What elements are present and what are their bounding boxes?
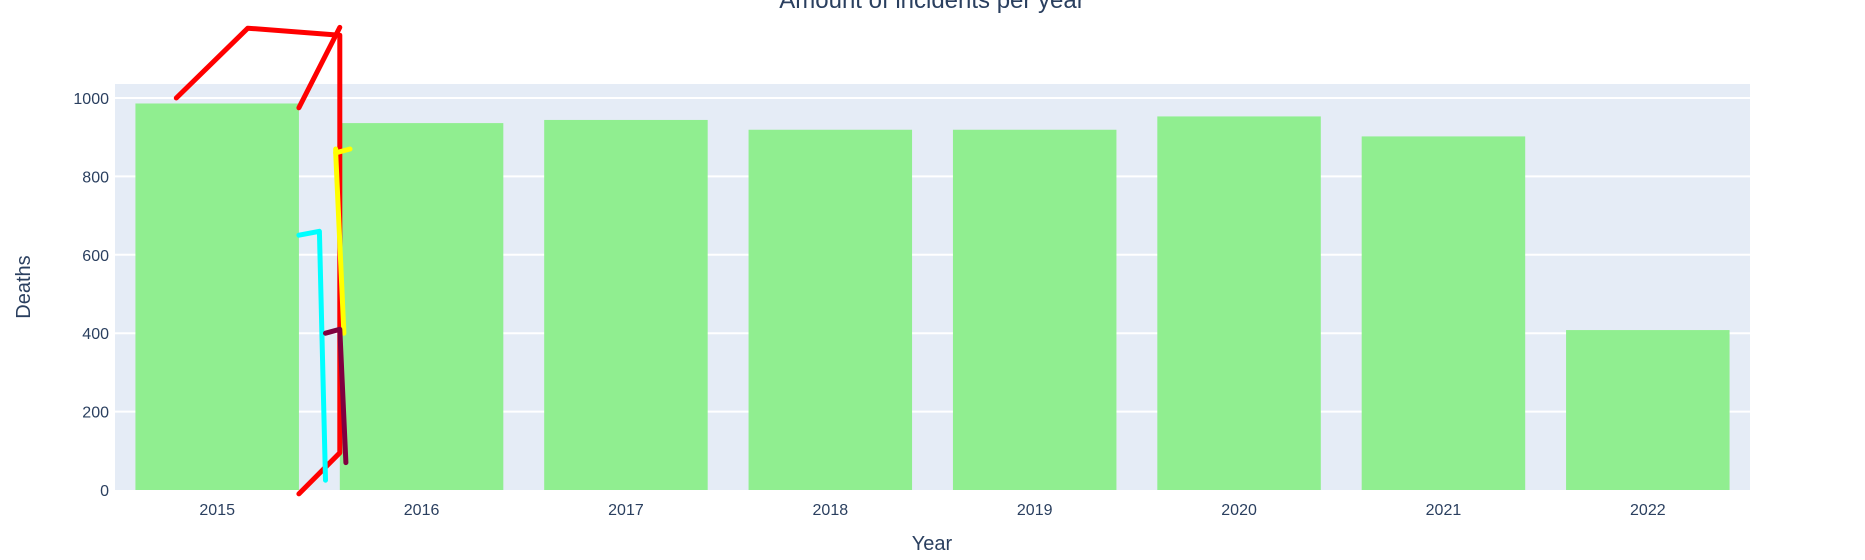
annotation-stroke: [296, 228, 328, 483]
y-tick-label: 1000: [73, 91, 109, 108]
annotation-stroke: [323, 326, 349, 466]
annotation-strokes: [173, 24, 353, 497]
annotation-stroke: [333, 150, 347, 336]
y-tick-label: 0: [100, 483, 109, 500]
y-tick-labels: 0 200 400 600 800 1000: [73, 91, 109, 500]
bar-2021: [1361, 136, 1526, 490]
x-tick-label: 2018: [813, 502, 849, 519]
y-tick-label: 600: [82, 248, 109, 265]
y-tick-label: 800: [82, 169, 109, 186]
y-tick-label: 400: [82, 326, 109, 343]
bar-2017: [544, 119, 708, 491]
x-tick-label: 2022: [1630, 502, 1666, 519]
annotation-stroke: [296, 24, 343, 111]
bar-2015: [135, 103, 299, 490]
x-tick-label: 2021: [1426, 502, 1462, 519]
bar-2019: [952, 129, 1117, 490]
x-tick-label: 2019: [1017, 502, 1053, 519]
bar-2022: [1566, 330, 1730, 490]
y-tick-label: 200: [82, 405, 109, 422]
x-tick-label: 2017: [608, 502, 644, 519]
bar-2020: [1157, 116, 1321, 490]
y-axis-title: Deaths: [13, 255, 35, 318]
bar-2018: [748, 129, 913, 490]
x-tick-label: 2015: [199, 502, 235, 519]
x-tick-label: 2016: [404, 502, 440, 519]
bar-2016: [339, 123, 504, 490]
x-tick-label: 2020: [1221, 502, 1257, 519]
bars: [135, 103, 1730, 491]
chart-title: Amount of incidents per year: [779, 0, 1085, 14]
x-tick-labels: 2015 2016 2017 2018 2019 2020 2021 2022: [199, 502, 1665, 519]
x-axis-title: Year: [912, 533, 953, 555]
